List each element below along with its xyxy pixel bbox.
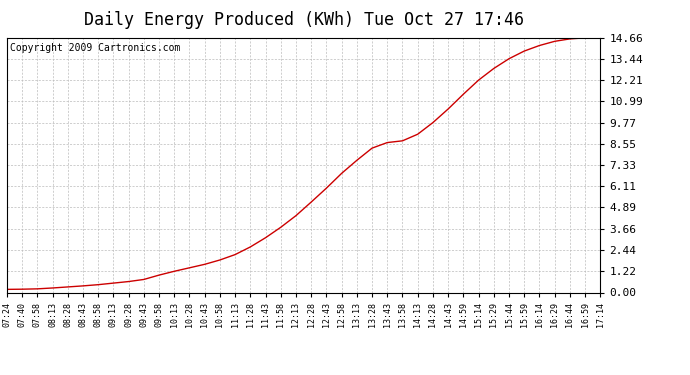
Text: Copyright 2009 Cartronics.com: Copyright 2009 Cartronics.com (10, 43, 180, 52)
Text: Daily Energy Produced (KWh) Tue Oct 27 17:46: Daily Energy Produced (KWh) Tue Oct 27 1… (83, 11, 524, 29)
